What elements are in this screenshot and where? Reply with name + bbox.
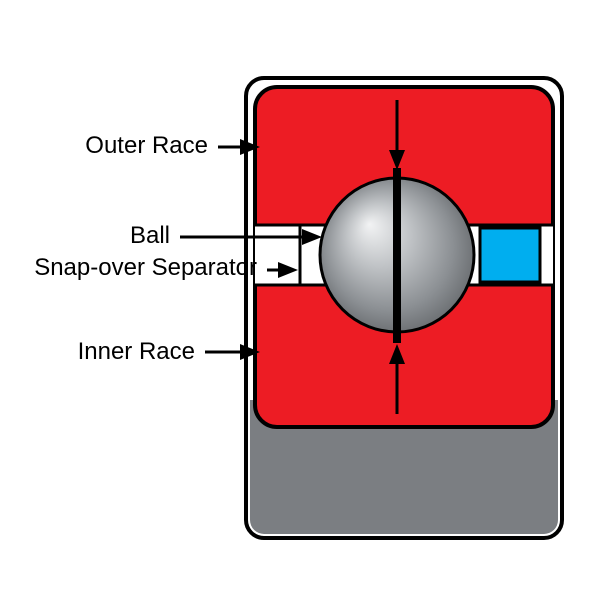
label-ball: Ball: [130, 222, 170, 250]
bearing-diagram: [0, 0, 600, 600]
label-separator: Snap-over Separator: [34, 254, 257, 282]
label-inner-race: Inner Race: [78, 338, 195, 366]
label-outer-race: Outer Race: [85, 132, 208, 160]
